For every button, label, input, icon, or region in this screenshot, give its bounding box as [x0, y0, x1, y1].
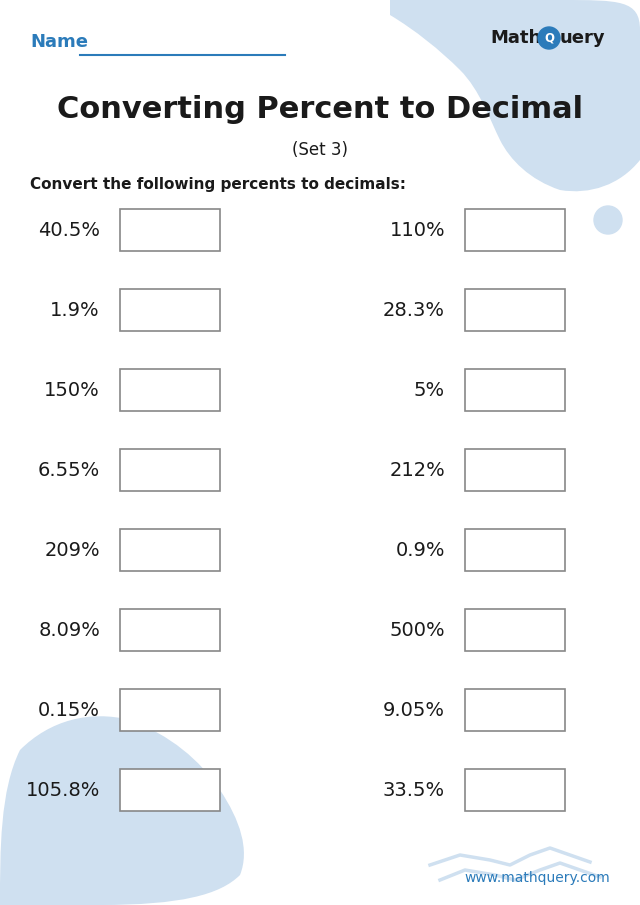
Text: uery: uery	[560, 29, 605, 47]
Text: 1.9%: 1.9%	[51, 300, 100, 319]
Text: 40.5%: 40.5%	[38, 221, 100, 240]
PathPatch shape	[390, 0, 640, 191]
Text: 5%: 5%	[414, 380, 445, 399]
Text: 212%: 212%	[389, 461, 445, 480]
FancyBboxPatch shape	[465, 369, 565, 411]
FancyBboxPatch shape	[120, 529, 220, 571]
FancyBboxPatch shape	[465, 289, 565, 331]
Text: 0.9%: 0.9%	[396, 540, 445, 559]
FancyBboxPatch shape	[120, 769, 220, 811]
Text: Q: Q	[544, 32, 554, 44]
Text: 105.8%: 105.8%	[26, 780, 100, 799]
PathPatch shape	[0, 716, 244, 905]
Text: 9.05%: 9.05%	[383, 700, 445, 719]
FancyBboxPatch shape	[465, 609, 565, 651]
FancyBboxPatch shape	[120, 209, 220, 251]
Text: Converting Percent to Decimal: Converting Percent to Decimal	[57, 96, 583, 125]
Text: 500%: 500%	[389, 621, 445, 640]
Text: (Set 3): (Set 3)	[292, 141, 348, 159]
FancyBboxPatch shape	[465, 689, 565, 731]
Text: 209%: 209%	[44, 540, 100, 559]
FancyBboxPatch shape	[465, 449, 565, 491]
Text: 33.5%: 33.5%	[383, 780, 445, 799]
Circle shape	[538, 27, 560, 49]
Circle shape	[30, 780, 50, 800]
Text: Convert the following percents to decimals:: Convert the following percents to decima…	[30, 177, 406, 193]
Text: 110%: 110%	[389, 221, 445, 240]
FancyBboxPatch shape	[120, 609, 220, 651]
Circle shape	[594, 206, 622, 234]
Text: 28.3%: 28.3%	[383, 300, 445, 319]
FancyBboxPatch shape	[465, 209, 565, 251]
FancyBboxPatch shape	[120, 369, 220, 411]
FancyBboxPatch shape	[465, 769, 565, 811]
FancyBboxPatch shape	[120, 449, 220, 491]
Text: 6.55%: 6.55%	[38, 461, 100, 480]
FancyBboxPatch shape	[120, 289, 220, 331]
Text: www.mathquery.com: www.mathquery.com	[464, 871, 610, 885]
Text: 0.15%: 0.15%	[38, 700, 100, 719]
Text: Math: Math	[490, 29, 541, 47]
Text: Name: Name	[30, 33, 88, 51]
FancyBboxPatch shape	[465, 529, 565, 571]
FancyBboxPatch shape	[120, 689, 220, 731]
Text: 8.09%: 8.09%	[38, 621, 100, 640]
Text: 150%: 150%	[44, 380, 100, 399]
